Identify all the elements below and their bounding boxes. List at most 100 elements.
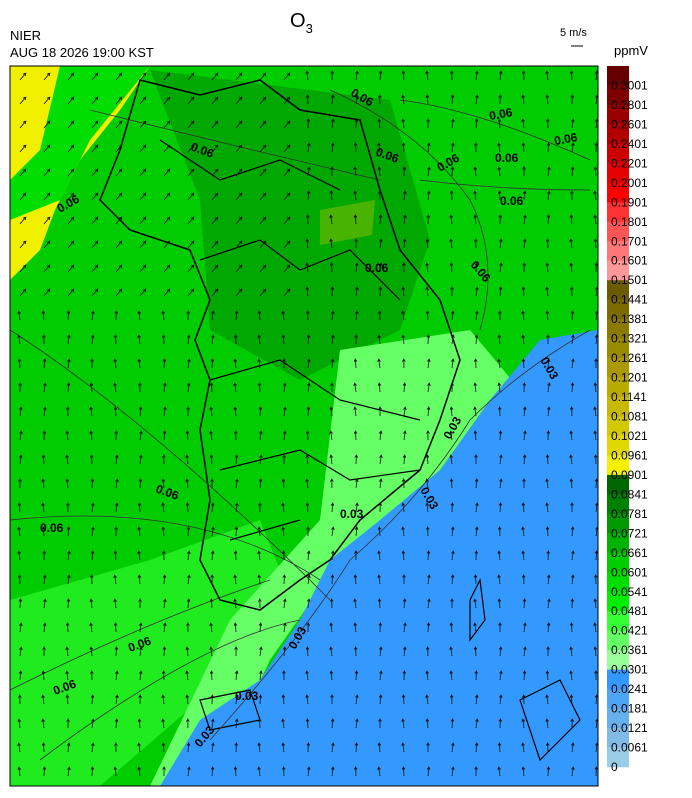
wind-arrow (163, 382, 167, 393)
wind-arrow (139, 72, 147, 81)
wind-arrow (571, 334, 575, 345)
wind-arrow (473, 430, 478, 441)
wind-arrow (473, 622, 477, 633)
wind-arrow (89, 430, 93, 441)
wind-arrow (305, 430, 310, 441)
wind-arrow (401, 70, 406, 81)
wind-arrow (233, 358, 238, 369)
wind-arrow (163, 96, 171, 105)
wind-arrow (282, 454, 286, 465)
wind-arrow (354, 118, 359, 129)
wind-arrow (497, 766, 501, 777)
wind-arrow (426, 526, 430, 537)
wind-arrow (18, 382, 22, 393)
map: 0.060.060.060.060.060.060.060.060.060.06… (10, 66, 598, 786)
contour-label: 0.06 (495, 151, 519, 165)
wind-arrow (67, 288, 75, 297)
wind-arrow (522, 166, 526, 177)
wind-arrow (545, 310, 550, 321)
wind-arrow (547, 598, 551, 609)
wind-arrow (426, 550, 431, 561)
wind-arrow (185, 694, 190, 705)
colorbar-label: 0.0841 (611, 487, 648, 501)
wind-arrow (450, 310, 455, 321)
wind-arrow (427, 166, 431, 177)
wind-arrow (258, 622, 263, 633)
wind-arrow (259, 216, 267, 225)
wind-arrow (43, 192, 51, 201)
wind-arrow (161, 718, 165, 729)
wind-arrow (570, 526, 575, 537)
wind-arrow (331, 526, 335, 537)
wind-arrow (259, 192, 267, 201)
wind-arrow (545, 718, 549, 729)
wind-arrow (90, 478, 95, 489)
wind-arrow (234, 646, 238, 657)
wind-arrow (162, 766, 166, 777)
wind-arrow (449, 190, 454, 201)
wind-arrow (162, 646, 167, 657)
wind-arrow (89, 382, 94, 393)
wind-arrow (569, 694, 574, 705)
wind-arrow (474, 118, 479, 129)
wind-arrow (91, 310, 95, 321)
wind-arrow (235, 168, 243, 177)
wind-arrow (330, 574, 335, 585)
wind-arrow (307, 142, 311, 153)
wind-arrow (211, 526, 215, 537)
wind-arrow (187, 550, 191, 561)
wind-arrow (139, 192, 147, 201)
wind-arrow (90, 334, 95, 345)
wind-arrow (41, 526, 46, 537)
wind-arrow (451, 334, 455, 345)
wind-arrow (235, 264, 243, 273)
wind-arrow (377, 550, 381, 561)
wind-arrow (138, 598, 142, 609)
wind-arrow (425, 94, 430, 105)
wind-arrow (522, 382, 527, 393)
wind-arrow (402, 670, 407, 681)
wind-arrow (377, 118, 382, 129)
wind-arrow (259, 454, 263, 465)
wind-arrow (329, 214, 333, 225)
wind-arrow (209, 646, 213, 657)
contour-label: 0.06 (553, 130, 579, 148)
wind-arrow (593, 382, 598, 393)
wind-arrow (43, 216, 51, 225)
wind-arrow (114, 310, 119, 321)
wind-arrow (401, 526, 405, 537)
wind-arrow (283, 622, 287, 633)
wind-arrow (114, 742, 118, 753)
wind-arrow (186, 334, 191, 345)
wind-arrow (233, 382, 237, 393)
wind-arrow (91, 240, 99, 249)
wind-arrow (91, 72, 99, 81)
wind-arrow (569, 622, 574, 633)
wind-arrow (546, 118, 550, 129)
wind-arrow (234, 670, 239, 681)
wind-arrow (473, 382, 477, 393)
wind-arrow (305, 478, 309, 489)
wind-arrow (137, 358, 142, 369)
wind-arrow (67, 334, 71, 345)
wind-arrow (449, 430, 453, 441)
wind-arrow (114, 526, 118, 537)
wind-arrow (570, 166, 575, 177)
wind-arrow (139, 240, 147, 249)
wind-arrow (259, 168, 267, 177)
wind-arrow (378, 694, 383, 705)
wind-arrow (402, 262, 406, 273)
wind-arrow (113, 574, 117, 585)
wind-arrow (115, 96, 123, 105)
wind-arrow (211, 240, 219, 249)
wind-arrow (209, 454, 214, 465)
wind-arrow (233, 598, 237, 609)
wind-arrow (305, 70, 309, 81)
wind-arrow (330, 142, 335, 153)
wind-arrow (89, 646, 94, 657)
contour-label: 0.06 (40, 521, 64, 535)
wind-arrow (521, 70, 526, 81)
wind-arrow (498, 70, 503, 81)
wind-arrow (41, 310, 46, 321)
